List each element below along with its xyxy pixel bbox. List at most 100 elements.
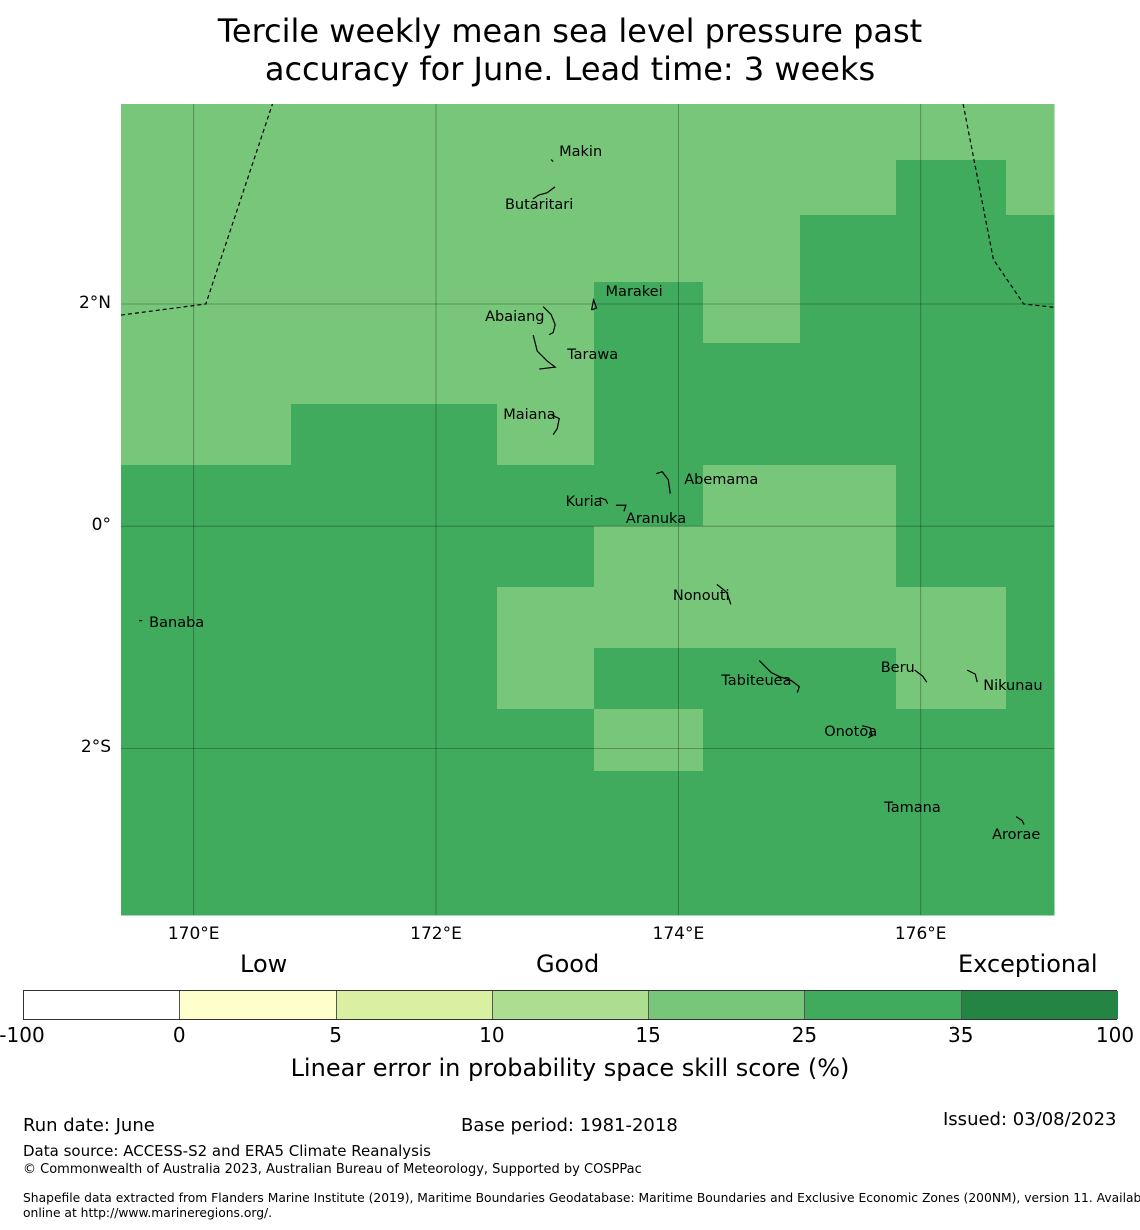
skill-cell <box>703 343 801 405</box>
island-outline-arorae <box>1015 816 1025 825</box>
colorbar <box>23 990 1118 1020</box>
island-label-maiana: Maiana <box>503 406 556 423</box>
island-label-banaba: Banaba <box>149 614 205 631</box>
skill-cell <box>594 104 704 161</box>
skill-cell <box>1006 160 1055 216</box>
island-label-aranuka: Aranuka <box>625 511 687 528</box>
colorbar-category-good: Good <box>536 950 600 978</box>
skill-cell <box>800 465 897 527</box>
colorbar-tick-label: 100 <box>1095 1023 1135 1047</box>
skill-cell <box>703 215 801 283</box>
longitude-tick-label: 172°E <box>410 924 462 944</box>
skill-cell <box>121 709 292 772</box>
skill-cell <box>800 215 897 283</box>
colorbar-label: Linear error in probability space skill … <box>290 1054 850 1082</box>
skill-cell <box>896 215 1007 283</box>
map-title-line-2: accuracy for June. Lead time: 3 weeks <box>264 50 876 88</box>
colorbar-tick-label: 15 <box>635 1023 661 1047</box>
run-date: Run date: June <box>23 1115 155 1136</box>
island-outline-beru <box>914 669 928 683</box>
issued-date: Issued: 03/08/2023 <box>943 1109 1117 1130</box>
skill-cell <box>121 160 292 216</box>
skill-cell <box>497 160 595 216</box>
island-outline-abaiang <box>542 306 556 336</box>
skill-cell <box>1006 648 1055 710</box>
skill-cell <box>896 282 1007 344</box>
skill-cell <box>1006 709 1055 772</box>
skill-cell <box>896 404 1007 466</box>
skill-cell <box>1006 343 1055 405</box>
island-outline-marakei <box>590 297 598 311</box>
island-outline-nikunau <box>966 669 978 683</box>
skill-cell <box>497 404 595 466</box>
colorbar-tick-label: -100 <box>0 1023 45 1047</box>
skill-cell <box>291 648 498 710</box>
skill-cell <box>291 160 498 216</box>
island-label-abaiang: Abaiang <box>485 308 545 325</box>
base-period: Base period: 1981-2018 <box>461 1115 678 1136</box>
longitude-tick-label: 176°E <box>894 924 947 944</box>
skill-cell <box>594 160 704 216</box>
island-label-abemama: Abemama <box>684 471 759 488</box>
island-outline-onotoa <box>862 725 873 739</box>
colorbar-segment <box>336 991 493 1019</box>
skill-cell <box>703 404 801 466</box>
skill-cell <box>703 526 801 588</box>
skill-cell <box>594 587 704 649</box>
colorbar-category-low: Low <box>240 950 288 978</box>
island-outline-nonouti <box>716 583 732 605</box>
colorbar-segment <box>180 991 337 1019</box>
skill-cell <box>291 465 498 527</box>
skill-cell <box>497 282 595 344</box>
skill-cell <box>800 104 897 161</box>
shapefile-credit-line-1: Shapefile data extracted from Flanders M… <box>23 1191 1140 1205</box>
skill-cell <box>800 282 897 344</box>
skill-cell <box>1006 404 1055 466</box>
island-label-nikunau: Nikunau <box>983 678 1043 695</box>
skill-cell <box>594 404 704 466</box>
island-label-tabiteuea: Tabiteuea <box>721 672 792 689</box>
eez-boundary-line <box>962 103 1055 308</box>
skill-cell <box>703 709 801 772</box>
skill-cell <box>291 771 498 916</box>
skill-cell <box>497 215 595 283</box>
skill-cell <box>497 648 595 710</box>
skill-cell <box>594 343 704 405</box>
skill-cell <box>800 343 897 405</box>
skill-cell <box>896 648 1007 710</box>
colorbar-segment <box>649 991 806 1019</box>
skill-cell <box>291 526 498 588</box>
skill-cell <box>121 104 292 161</box>
skill-cell <box>594 215 704 283</box>
skill-cell <box>800 526 897 588</box>
skill-cell <box>497 104 595 161</box>
skill-cell <box>121 343 292 405</box>
island-label-nonouti: Nonouti <box>672 588 730 605</box>
island-label-tamana: Tamana <box>884 799 941 816</box>
island-label-arorae: Arorae <box>992 826 1041 843</box>
skill-cell <box>594 771 704 916</box>
colorbar-tick-label: 25 <box>791 1023 818 1047</box>
skill-cell <box>594 526 704 588</box>
skill-cell <box>497 526 595 588</box>
skill-cell <box>800 587 897 649</box>
skill-cell <box>896 526 1007 588</box>
colorbar-tick-label: 0 <box>172 1023 186 1047</box>
eez-boundary-line <box>120 103 274 316</box>
latitude-tick-label: 0° <box>91 515 111 536</box>
skill-cell <box>703 771 801 916</box>
skill-cell <box>896 160 1007 216</box>
longitude-tick-label: 170°E <box>167 924 220 944</box>
skill-cell <box>594 282 704 344</box>
skill-cell <box>1006 104 1055 161</box>
skill-cell <box>291 343 498 405</box>
island-outline-tamana <box>917 803 922 807</box>
colorbar-tick-label: 35 <box>947 1023 974 1047</box>
skill-cell <box>703 104 801 161</box>
skill-cell <box>291 215 498 283</box>
skill-cell <box>896 465 1007 527</box>
skill-cell <box>497 771 595 916</box>
latitude-tick-label: 2°N <box>78 292 111 313</box>
skill-cell <box>1006 587 1055 649</box>
graticule <box>121 104 1054 915</box>
